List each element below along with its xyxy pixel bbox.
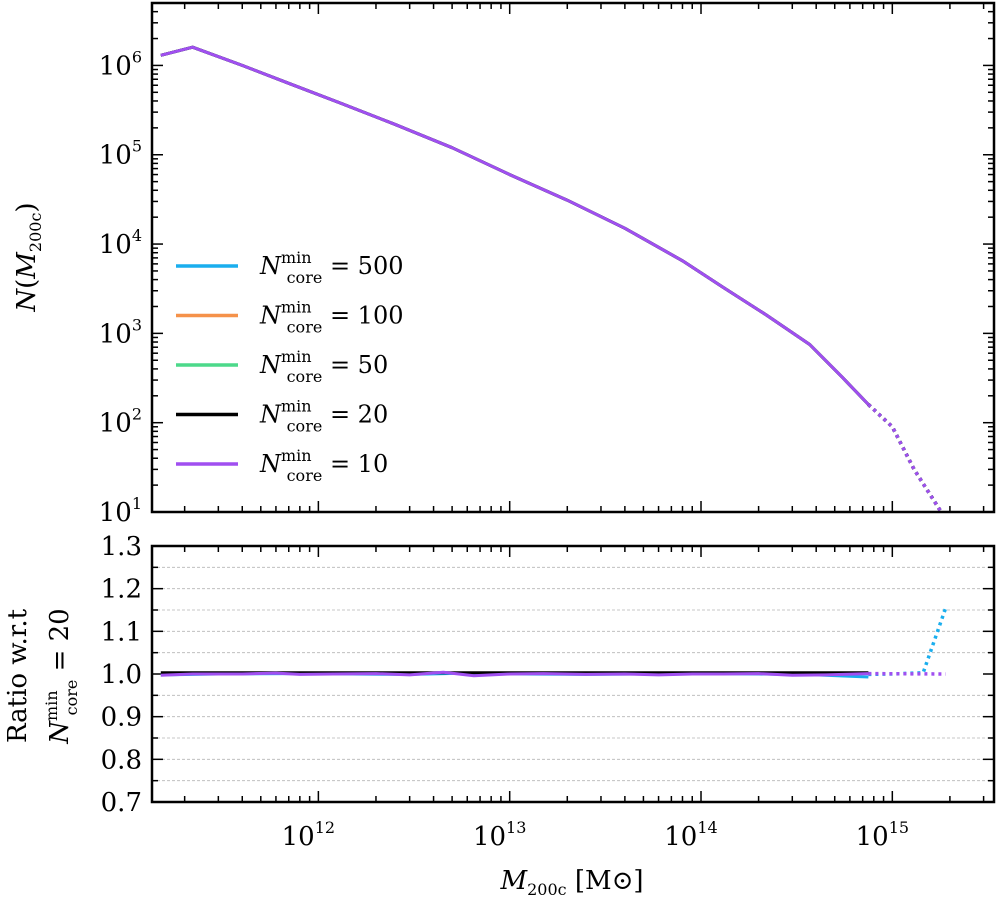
legend-label: Nmin core = 500 <box>259 248 404 287</box>
series-dotted-line <box>867 403 943 513</box>
series-dotted-line <box>867 403 943 513</box>
y-tick-label: 1.2 <box>101 575 142 605</box>
top-axes-frame <box>150 1 996 514</box>
y-tick-label: 102 <box>99 405 142 439</box>
bottom-panel: 0.7 0.8 0.9 1.0 1.1 1.2 1.3 1012 1013 1014 1015 <box>101 532 996 852</box>
y-tick-label: 106 <box>99 47 142 81</box>
x-tick-label: 1013 <box>473 818 526 852</box>
y-tick-label: 0.7 <box>101 788 142 818</box>
y-tick-label: 0.9 <box>101 703 142 733</box>
series-dotted-line <box>867 403 943 513</box>
y-tick-label: 105 <box>99 137 142 171</box>
legend-label: Nmin core = 100 <box>259 298 404 337</box>
legend: Nmin core = 500 Nmin core = 100 Nmin core = 5… <box>176 248 404 485</box>
x-tick-label: 1015 <box>856 818 909 852</box>
axis-labels: N(M200c) Ratio w.r.t Nmincore = 20 M200c [M… <box>3 202 644 899</box>
bottom-y-axis-title-line1: Ratio w.r.t <box>3 608 33 743</box>
y-tick-label: 0.8 <box>101 745 142 775</box>
series-line <box>160 45 870 406</box>
bottom-y-axis-title-line2: Nmincore = 20 <box>42 608 81 744</box>
x-tick-label: 1014 <box>664 818 717 852</box>
legend-label: Nmin core = 20 <box>259 397 388 436</box>
bottom-axes-frame <box>150 544 996 804</box>
y-tick-label: 1.0 <box>101 660 142 690</box>
x-tick-label: 1012 <box>282 818 335 852</box>
y-tick-label: 1.3 <box>101 532 142 562</box>
legend-label: Nmin core = 10 <box>259 446 388 485</box>
top-panel: 101 102 103 104 105 106 <box>99 1 996 528</box>
ratio-line <box>160 670 869 678</box>
series-dotted-line <box>867 403 943 513</box>
top-y-axis-title: N(M200c) <box>12 202 45 312</box>
series-dotted-line <box>867 403 943 513</box>
x-axis-title: M200c [M⊙] <box>499 866 643 899</box>
y-tick-label: 104 <box>99 226 142 260</box>
y-tick-label: 101 <box>99 494 142 528</box>
y-tick-label: 1.1 <box>101 617 142 647</box>
ratio-dotted-line <box>868 607 948 677</box>
legend-label: Nmin core = 50 <box>259 347 388 386</box>
y-tick-label: 103 <box>99 315 142 349</box>
